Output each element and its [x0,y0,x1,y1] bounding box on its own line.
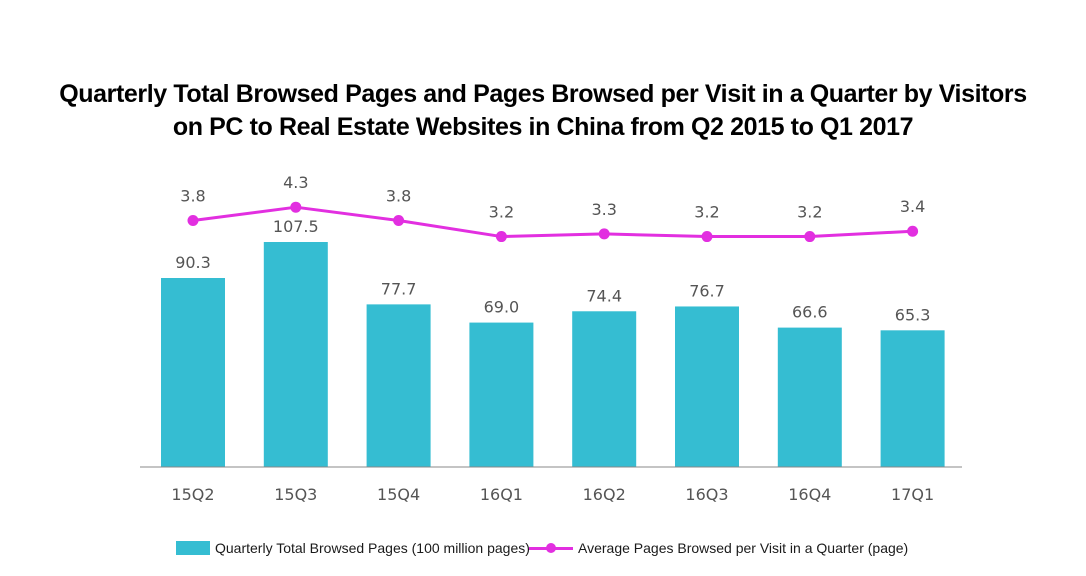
x-tick-label-16Q2: 16Q2 [583,485,626,504]
x-tick-label-16Q1: 16Q1 [480,485,523,504]
bar-16Q4 [777,327,842,467]
line-value-label-15Q4: 3.8 [386,187,411,206]
bar-16Q1 [469,322,534,467]
bar-value-label-15Q2: 90.3 [175,253,211,272]
bar-17Q1 [880,330,945,467]
line-point-15Q3 [290,201,302,213]
line-point-15Q2 [187,215,199,227]
legend-label-line: Average Pages Browsed per Visit in a Qua… [578,540,909,556]
bar-15Q2 [161,278,225,467]
line-point-15Q4 [393,215,405,227]
line-value-label-16Q2: 3.3 [591,200,616,219]
bar-16Q3 [675,306,739,467]
bar-value-label-16Q3: 76.7 [689,281,725,300]
legend: Quarterly Total Browsed Pages (100 milli… [0,540,1086,564]
line-value-label-16Q1: 3.2 [489,203,514,222]
bar-value-label-16Q1: 69.0 [484,298,520,317]
line-point-16Q1 [495,231,507,243]
line-value-label-16Q4: 3.2 [797,203,822,222]
bar-value-label-16Q2: 74.4 [586,286,622,305]
bar-value-label-17Q1: 65.3 [895,305,931,324]
legend-swatch-line [529,541,573,555]
bar-15Q4 [366,304,431,467]
legend-label-bars: Quarterly Total Browsed Pages (100 milli… [215,540,530,556]
line-point-17Q1 [907,225,919,237]
bar-value-label-16Q4: 66.6 [792,303,828,322]
line-value-label-16Q3: 3.2 [694,203,719,222]
legend-swatch-bar [176,541,210,555]
x-tick-label-15Q2: 15Q2 [171,485,214,504]
line-point-16Q2 [598,228,610,240]
bar-value-label-15Q4: 77.7 [381,279,417,298]
line-point-16Q4 [804,231,816,243]
bar-series [161,242,945,467]
bar-16Q2 [572,311,637,467]
chart-title-line-1: Quarterly Total Browsed Pages and Pages … [59,80,1027,108]
line-value-label-15Q3: 4.3 [283,173,308,192]
bar-value-label-15Q3: 107.5 [273,217,319,236]
legend-item-line[interactable]: Average Pages Browsed per Visit in a Qua… [529,540,908,556]
line-value-label-15Q2: 3.8 [180,187,205,206]
x-tick-label-17Q1: 17Q1 [891,485,934,504]
chart-title-line-2: on PC to Real Estate Websites in China f… [172,113,914,141]
chart-title: Quarterly Total Browsed Pages and Pages … [0,78,1086,144]
line-value-label-17Q1: 3.4 [900,197,925,216]
legend-item-bars[interactable]: Quarterly Total Browsed Pages (100 milli… [176,540,530,556]
line-series [192,205,913,239]
x-tick-label-16Q3: 16Q3 [685,485,728,504]
x-tick-label-15Q3: 15Q3 [274,485,317,504]
line-point-16Q3 [701,231,713,243]
bar-15Q3 [263,242,328,467]
x-tick-label-16Q4: 16Q4 [788,485,831,504]
x-tick-label-15Q4: 15Q4 [377,485,420,504]
